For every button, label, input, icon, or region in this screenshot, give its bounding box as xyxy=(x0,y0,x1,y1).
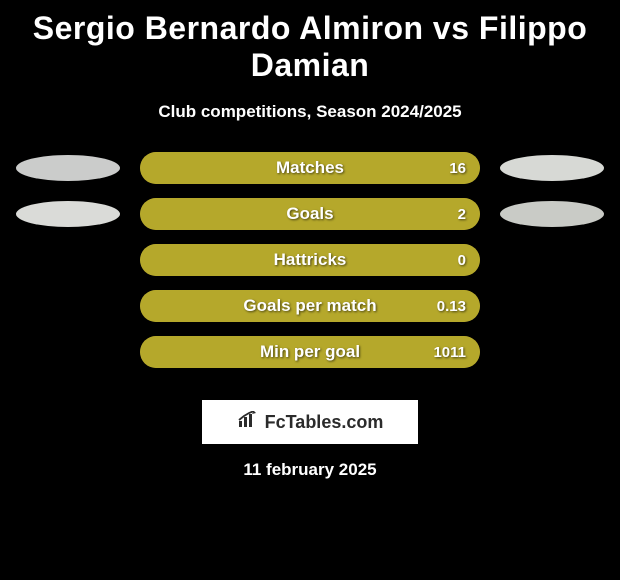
stat-bar: Goals per match0.13 xyxy=(140,290,480,322)
stat-row: Goals2 xyxy=(18,198,602,230)
stat-bar-value: 2 xyxy=(458,206,466,223)
stat-bar-value: 0.13 xyxy=(437,298,466,315)
stat-bar-label: Matches xyxy=(140,158,480,178)
stat-bar: Min per goal1011 xyxy=(140,336,480,368)
stat-bar: Goals2 xyxy=(140,198,480,230)
brand-box[interactable]: FcTables.com xyxy=(202,400,418,444)
container: Sergio Bernardo Almiron vs Filippo Damia… xyxy=(0,0,620,480)
brand-text: FcTables.com xyxy=(265,412,384,433)
stat-bar: Matches16 xyxy=(140,152,480,184)
stat-row: Min per goal1011 xyxy=(18,336,602,368)
stat-bar-value: 1011 xyxy=(433,344,466,361)
stat-row: Goals per match0.13 xyxy=(18,290,602,322)
date-text: 11 february 2025 xyxy=(18,460,602,480)
left-ellipse xyxy=(16,201,120,227)
page-subtitle: Club competitions, Season 2024/2025 xyxy=(18,102,602,122)
stat-row: Matches16 xyxy=(18,152,602,184)
left-ellipse xyxy=(16,155,120,181)
stat-bar-value: 0 xyxy=(458,252,466,269)
bar-chart-icon xyxy=(237,411,259,434)
stat-row: Hattricks0 xyxy=(18,244,602,276)
stat-bar-value: 16 xyxy=(449,160,466,177)
stat-bar-label: Goals xyxy=(140,204,480,224)
stat-bar: Hattricks0 xyxy=(140,244,480,276)
stat-bar-label: Hattricks xyxy=(140,250,480,270)
stat-bar-label: Min per goal xyxy=(140,342,480,362)
page-title: Sergio Bernardo Almiron vs Filippo Damia… xyxy=(18,10,602,84)
right-ellipse xyxy=(500,201,604,227)
stat-rows: Matches16 Goals2 Hattricks0 Goals per match… xyxy=(18,152,602,368)
right-ellipse xyxy=(500,155,604,181)
stat-bar-label: Goals per match xyxy=(140,296,480,316)
